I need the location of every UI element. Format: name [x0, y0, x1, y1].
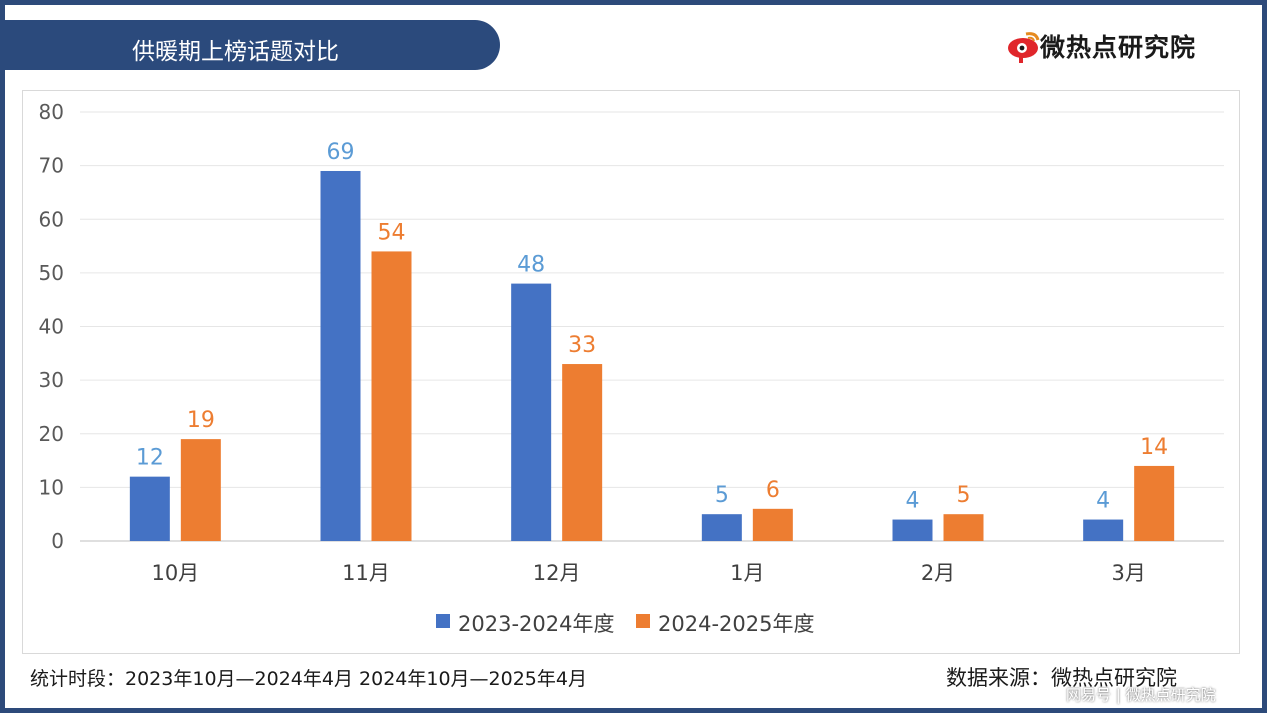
bar [1083, 519, 1124, 541]
chart-area [22, 90, 1240, 654]
data-label: 19 [187, 408, 215, 433]
bar [892, 519, 933, 541]
bar [1134, 465, 1175, 541]
data-label: 12 [136, 446, 164, 471]
bar [562, 364, 603, 541]
period-note: 统计时段：2023年10月—2024年4月 2024年10月—2025年4月 [30, 668, 587, 690]
data-source: 数据来源：微热点研究院 [946, 666, 1177, 690]
y-tick-label: 0 [51, 529, 64, 553]
bar [320, 170, 361, 542]
bar [129, 476, 170, 541]
watermark: 网易号 | 微热点研究院 [1066, 686, 1216, 704]
data-label: 69 [327, 140, 355, 165]
x-tick-label: 10月 [151, 561, 199, 585]
legend-label: 2023-2024年度 [458, 612, 614, 636]
bar [180, 439, 221, 541]
weibo-eye-icon [1008, 32, 1040, 63]
bar [701, 514, 742, 541]
data-label: 54 [378, 220, 406, 245]
y-tick-label: 30 [39, 368, 64, 392]
legend-swatch [436, 614, 450, 628]
bar [511, 283, 552, 541]
legend-swatch [636, 614, 650, 628]
brand-logo-text: 微热点研究院 [1040, 33, 1197, 62]
x-tick-label: 3月 [1111, 561, 1145, 585]
page-title: 供暖期上榜话题对比 [132, 39, 339, 65]
y-tick-label: 10 [39, 475, 64, 499]
y-tick-label: 80 [39, 100, 64, 124]
data-label: 4 [906, 489, 920, 514]
data-label: 33 [568, 333, 596, 358]
y-tick-label: 20 [39, 422, 64, 446]
x-tick-label: 1月 [730, 561, 764, 585]
bar [943, 514, 984, 541]
data-label: 4 [1096, 489, 1110, 514]
y-tick-label: 40 [39, 315, 64, 339]
data-label: 5 [957, 483, 971, 508]
x-tick-label: 2月 [921, 561, 955, 585]
x-tick-label: 11月 [342, 561, 390, 585]
data-label: 14 [1140, 435, 1168, 460]
y-tick-label: 60 [39, 207, 64, 231]
y-tick-label: 70 [39, 154, 64, 178]
legend-label: 2024-2025年度 [658, 612, 814, 636]
x-tick-label: 12月 [533, 561, 581, 585]
y-tick-label: 50 [39, 261, 64, 285]
data-label: 48 [517, 253, 545, 278]
bar [371, 251, 412, 542]
bar [752, 508, 793, 541]
title-banner [0, 20, 500, 70]
data-label: 6 [766, 478, 780, 503]
data-label: 5 [715, 483, 729, 508]
